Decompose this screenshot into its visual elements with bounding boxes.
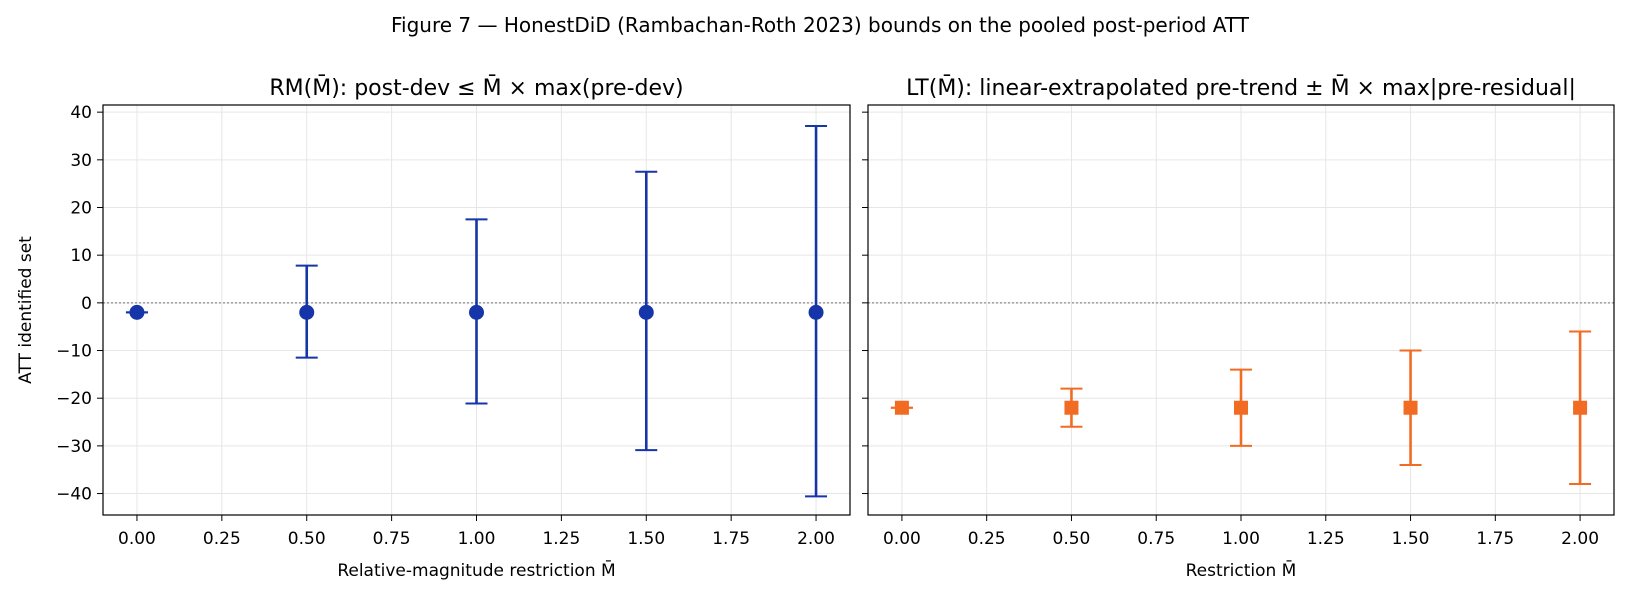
panel-title: RM(M̄): post-dev ≤ M̄ × max(pre-dev) (269, 75, 683, 101)
x-tick-label: 1.50 (627, 529, 665, 549)
x-tick-label: 2.00 (1561, 529, 1599, 549)
y-tick-label: 20 (70, 199, 92, 219)
point-estimate-marker (1573, 400, 1588, 415)
point-estimate-marker (894, 400, 909, 415)
x-tick-label: 0.25 (203, 529, 241, 549)
y-tick-label: −20 (56, 389, 92, 409)
point-estimate-marker (469, 304, 484, 320)
x-tick-label: 2.00 (797, 529, 835, 549)
x-axis-label: Relative-magnitude restriction M̄ (337, 559, 615, 581)
x-tick-label: 1.75 (1476, 529, 1514, 549)
lt-panel: 0.00 0.25 0.50 0.75 1.00 1.25 1.50 1.75 2.00 LT(M… (862, 75, 1615, 581)
x-tick-label: 1.50 (1392, 529, 1430, 549)
y-tick-label: 0 (81, 294, 92, 314)
point-estimate-marker (299, 304, 315, 320)
point-estimate-marker (638, 304, 654, 320)
y-tick-label: 10 (70, 246, 92, 266)
y-tick-label: −30 (56, 437, 92, 457)
y-axis-label: ATT identified set (16, 236, 36, 384)
x-tick-label: 0.25 (968, 529, 1006, 549)
x-axis-label: Restriction M̄ (1186, 559, 1297, 581)
point-estimate-marker (808, 304, 824, 320)
x-tick-label: 1.25 (542, 529, 580, 549)
point-estimate-marker (129, 304, 145, 320)
y-tick-label: 30 (70, 151, 92, 171)
point-estimate-marker (1064, 400, 1079, 415)
x-tick-label: 0.50 (288, 529, 326, 549)
y-tick-label: 40 (70, 103, 92, 123)
x-tick-label: 1.00 (458, 529, 496, 549)
x-tick-label: 0.75 (373, 529, 411, 549)
x-tick-label: 1.75 (712, 529, 750, 549)
panel-title: LT(M̄): linear-extrapolated pre-trend ± … (906, 75, 1576, 101)
x-tick-label: 1.00 (1222, 529, 1260, 549)
x-tick-label: 0.00 (883, 529, 921, 549)
point-estimate-marker (1403, 400, 1418, 415)
y-tick-label: −40 (56, 485, 92, 505)
figure-title: Figure 7 — HonestDiD (Rambachan-Roth 202… (391, 13, 1250, 37)
rm-panel: 0.00 0.25 0.50 0.75 1.00 1.25 1.50 1.75 2.00 40 30… (16, 75, 851, 581)
x-tick-label: 0.75 (1137, 529, 1175, 549)
x-tick-label: 0.50 (1053, 529, 1091, 549)
x-tick-label: 0.00 (118, 529, 156, 549)
x-tick-label: 1.25 (1307, 529, 1345, 549)
y-tick-label: −10 (56, 342, 92, 362)
point-estimate-marker (1234, 400, 1248, 415)
